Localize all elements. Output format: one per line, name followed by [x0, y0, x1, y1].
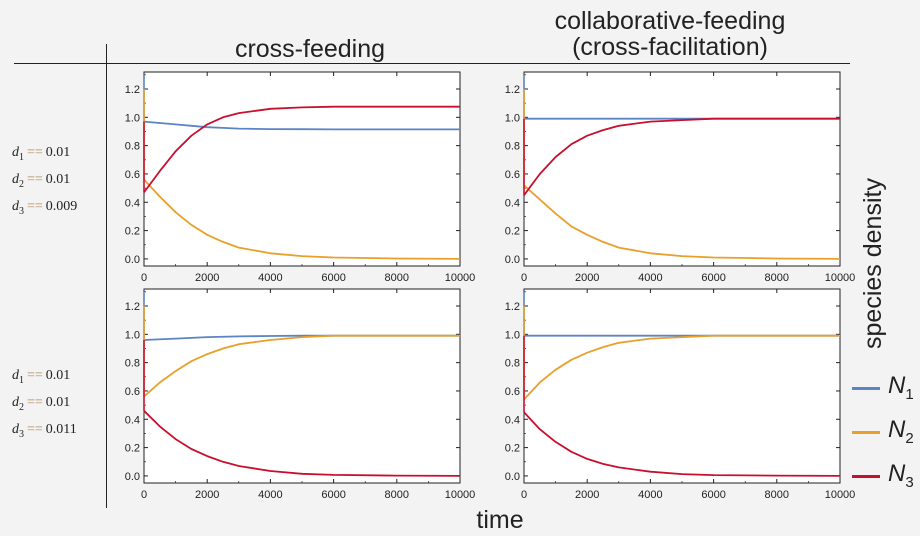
x-tick-label: 0 — [521, 489, 527, 501]
plot-frame — [523, 288, 841, 484]
y-tick-label: 1.2 — [505, 84, 520, 96]
y-axis-label: species density — [858, 177, 887, 349]
series-line-n3 — [143, 105, 460, 193]
row-label-divider — [106, 44, 107, 508]
series-line-n3 — [523, 117, 840, 196]
param-d1: d1 == 0.01 — [12, 368, 71, 386]
x-tick-label: 10000 — [825, 272, 856, 284]
series-line-n2 — [523, 184, 841, 260]
y-tick-label: 0.0 — [125, 471, 140, 483]
series-line-n2 — [143, 178, 461, 260]
x-tick-label: 10000 — [445, 272, 476, 284]
param-d3: d3 == 0.009 — [12, 198, 78, 217]
x-tick-label: 8000 — [385, 272, 409, 284]
y-tick-label: 0.8 — [505, 141, 520, 153]
x-axis-label: time — [476, 506, 524, 534]
column-title-line: collaborative-feeding — [554, 7, 786, 35]
column-title-collaborative-feeding: collaborative-feeding (cross-facilitatio… — [510, 8, 830, 60]
plot-frame — [143, 288, 461, 484]
series-line-n3 — [143, 410, 461, 477]
series-line-n2 — [143, 334, 460, 398]
param-d2: d2 == 0.01 — [12, 171, 71, 190]
y-tick-label: 0.8 — [125, 358, 140, 370]
x-tick-label: 6000 — [701, 272, 725, 284]
plot-cross-feeding-row2: 0.0 0.2 0.4 0.6 0.8 1.0 1.2 0 2000 4000 6000 8000 10… — [125, 288, 476, 501]
header-divider — [14, 63, 850, 64]
x-tick-label: 6000 — [321, 272, 345, 284]
x-tick-label: 2000 — [575, 489, 599, 501]
x-tick-label: 4000 — [638, 272, 662, 284]
x-tick-label: 8000 — [765, 272, 789, 284]
x-tick-label: 2000 — [195, 272, 219, 284]
y-tick-label: 0.2 — [125, 443, 140, 455]
x-tick-label: 0 — [141, 272, 147, 284]
x-tick-label: 2000 — [195, 489, 219, 501]
param-d1: d1 == 0.01 — [12, 145, 71, 163]
y-tick-label: 0.4 — [125, 414, 140, 426]
y-tick-label: 0.6 — [505, 169, 520, 181]
column-title-cross-feeding: cross-feeding — [200, 36, 420, 62]
legend-swatch — [852, 475, 880, 478]
x-tick-label: 6000 — [321, 489, 345, 501]
param-d3: d3 == 0.011 — [12, 421, 77, 440]
legend-label: N1 — [888, 372, 914, 403]
y-tick-label: 0.6 — [125, 169, 140, 181]
plot-cross-feeding-row1: 0.0 0.2 0.4 0.6 0.8 1.0 1.2 0 2000 4000 6000 8000 10… — [125, 71, 476, 284]
param-d2: d2 == 0.01 — [12, 394, 71, 413]
y-tick-label: 0.6 — [505, 386, 520, 398]
x-tick-label: 4000 — [638, 489, 662, 501]
x-tick-label: 4000 — [258, 489, 282, 501]
y-tick-label: 0.2 — [505, 443, 520, 455]
y-tick-label: 0.0 — [505, 471, 520, 483]
x-tick-label: 10000 — [445, 489, 476, 501]
x-tick-label: 10000 — [825, 489, 856, 501]
column-title-line: cross-feeding — [234, 35, 386, 63]
x-tick-label: 4000 — [258, 272, 282, 284]
series-line-n3 — [523, 411, 841, 477]
y-tick-label: 0.2 — [125, 226, 140, 238]
x-tick-label: 8000 — [385, 489, 409, 501]
y-tick-label: 1.0 — [505, 112, 520, 124]
y-tick-label: 1.0 — [125, 329, 140, 341]
x-tick-label: 6000 — [701, 489, 725, 501]
x-tick-label: 0 — [521, 272, 527, 284]
x-tick-label: 2000 — [575, 272, 599, 284]
plot-frame — [143, 71, 461, 267]
plot-collaborative-feeding-row1: 0.0 0.2 0.4 0.6 0.8 1.0 1.2 0 2000 4000 6000 8000 10… — [505, 71, 856, 284]
series-line-n1 — [143, 120, 460, 131]
y-tick-label: 0.0 — [125, 254, 140, 266]
legend-label: N2 — [888, 416, 914, 447]
x-tick-label: 8000 — [765, 489, 789, 501]
legend-swatch — [852, 387, 880, 390]
y-tick-label: 1.0 — [505, 329, 520, 341]
y-tick-label: 0.0 — [505, 254, 520, 266]
y-tick-label: 1.2 — [125, 301, 140, 313]
y-tick-label: 1.2 — [505, 301, 520, 313]
row-1-params: d1 == 0.01 d2 == 0.01 d3 == 0.009 — [12, 142, 107, 222]
y-tick-label: 0.4 — [505, 414, 520, 426]
y-tick-label: 1.2 — [125, 84, 140, 96]
y-tick-label: 0.2 — [505, 226, 520, 238]
legend-swatch — [852, 431, 880, 434]
y-tick-label: 0.4 — [505, 197, 520, 209]
plot-frame — [523, 71, 841, 267]
x-tick-label: 0 — [141, 489, 147, 501]
legend-label: N3 — [888, 460, 914, 491]
y-tick-label: 0.8 — [505, 358, 520, 370]
column-title-line: (cross-facilitation) — [572, 33, 768, 61]
row-2-params: d1 == 0.01 d2 == 0.01 d3 == 0.011 — [12, 365, 107, 445]
y-tick-label: 0.6 — [125, 386, 140, 398]
series-line-n2 — [523, 334, 840, 401]
y-tick-label: 1.0 — [125, 112, 140, 124]
plot-collaborative-feeding-row2: 0.0 0.2 0.4 0.6 0.8 1.0 1.2 0 2000 4000 6000 8000 10… — [505, 288, 856, 501]
y-tick-label: 0.8 — [125, 141, 140, 153]
y-tick-label: 0.4 — [125, 197, 140, 209]
